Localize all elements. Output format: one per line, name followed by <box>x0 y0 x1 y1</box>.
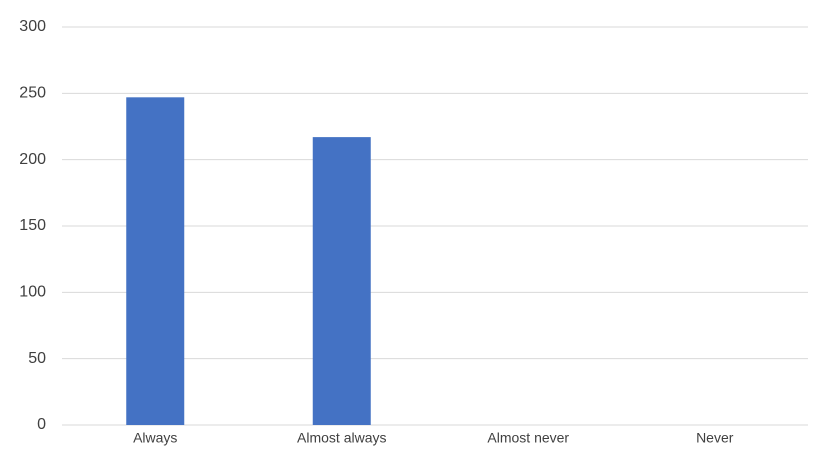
y-tick-label: 50 <box>28 350 46 367</box>
bar <box>312 137 371 425</box>
x-tick-label: Always <box>133 430 177 446</box>
x-tick-label: Almost always <box>297 430 386 446</box>
y-tick-label: 150 <box>19 217 46 234</box>
x-tick-label: Almost never <box>487 430 569 446</box>
y-tick-label: 250 <box>19 85 46 102</box>
y-tick-label: 200 <box>19 151 46 168</box>
x-tick-label: Never <box>696 430 734 446</box>
bar <box>126 97 185 426</box>
y-tick-label: 0 <box>37 416 46 433</box>
y-tick-label: 300 <box>19 18 46 35</box>
y-tick-label: 100 <box>19 284 46 301</box>
